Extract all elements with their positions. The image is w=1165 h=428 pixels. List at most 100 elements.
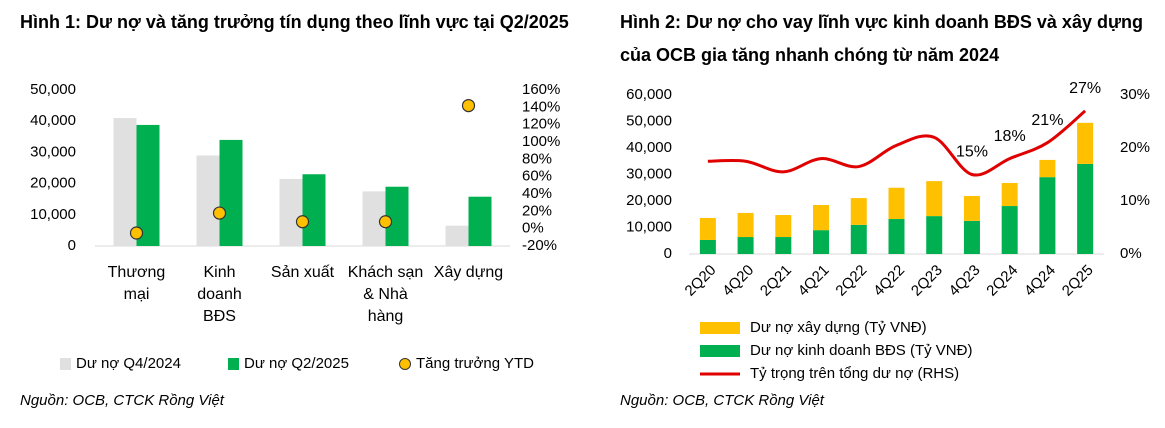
bar xyxy=(850,224,867,254)
bar xyxy=(468,196,492,246)
bar xyxy=(813,230,830,254)
legend-swatch xyxy=(700,322,740,334)
bar xyxy=(850,198,867,225)
y2-tick-label: 0% xyxy=(1120,245,1142,262)
x-tick-label: Kinh doanh BĐS xyxy=(197,264,242,325)
y2-tick-label: 60% xyxy=(522,168,552,185)
legend-label: Dư nợ Q2/2025 xyxy=(244,355,349,372)
data-label: 15% xyxy=(956,144,988,161)
bar xyxy=(888,219,905,254)
y2-tick-label: 20% xyxy=(1120,139,1150,156)
x-tick-label: 2Q22 xyxy=(832,262,870,300)
y2-tick-label: 100% xyxy=(522,133,560,150)
bar xyxy=(445,225,469,246)
x-tick-label: 4Q24 xyxy=(1021,262,1059,300)
y-tick-label: 0 xyxy=(664,245,672,262)
y2-tick-label: -20% xyxy=(522,237,557,254)
y2-tick-label: 0% xyxy=(522,220,544,237)
y-tick-label: 20,000 xyxy=(30,175,76,192)
bar xyxy=(737,237,754,254)
bar xyxy=(926,216,943,254)
x-tick-label: Khách sạn & Nhà hàng xyxy=(347,264,424,325)
bar xyxy=(888,187,905,220)
bar xyxy=(113,118,137,246)
legend-label: Dư nợ xây dựng (Tỷ VNĐ) xyxy=(750,319,927,336)
point xyxy=(129,226,144,240)
bar xyxy=(699,217,716,240)
legend-label: Dư nợ Q4/2024 xyxy=(76,355,181,372)
x-tick-label: 2Q23 xyxy=(908,262,946,300)
y2-tick-label: 10% xyxy=(1120,192,1150,209)
x-tick-label: 4Q22 xyxy=(870,262,908,300)
x-tick-label: 2Q25 xyxy=(1059,262,1097,300)
legend-swatch xyxy=(60,358,71,370)
x-tick-label: Thương mại xyxy=(107,264,166,303)
bar xyxy=(926,181,943,217)
bar xyxy=(302,174,326,246)
x-tick-label: 2Q20 xyxy=(682,262,720,300)
legend-label: Tăng trưởng YTD xyxy=(416,355,534,372)
point xyxy=(378,215,393,229)
y-tick-label: 50,000 xyxy=(30,81,76,98)
y-tick-label: 20,000 xyxy=(626,192,672,209)
bar xyxy=(813,204,830,231)
source: Nguồn: OCB, CTCK Rồng Việt xyxy=(20,392,225,409)
point xyxy=(295,215,310,229)
y-tick-label: 10,000 xyxy=(30,206,76,223)
bar xyxy=(1001,182,1018,207)
bar xyxy=(385,186,409,246)
x-tick-label: 2Q24 xyxy=(983,262,1021,300)
bar xyxy=(963,220,980,254)
y2-tick-label: 30% xyxy=(1120,86,1150,103)
data-label: 18% xyxy=(994,128,1026,145)
x-tick-label: 4Q21 xyxy=(795,262,833,300)
y-tick-label: 0 xyxy=(68,237,76,254)
legend-label: Dư nợ kinh doanh BĐS (Tỷ VNĐ) xyxy=(750,342,972,359)
bar xyxy=(699,239,716,254)
bar xyxy=(775,215,792,238)
source: Nguồn: OCB, CTCK Rồng Việt xyxy=(620,392,825,409)
bar xyxy=(1001,206,1018,254)
bar xyxy=(963,195,980,221)
bar xyxy=(279,178,303,246)
x-tick-label: 4Q23 xyxy=(946,262,984,300)
y2-tick-label: 160% xyxy=(522,81,560,98)
bar xyxy=(775,237,792,254)
x-tick-label: 2Q21 xyxy=(757,262,795,300)
legend-swatch xyxy=(399,358,411,370)
y-tick-label: 40,000 xyxy=(30,112,76,129)
bar xyxy=(219,139,243,246)
point xyxy=(461,98,476,113)
y2-tick-label: 140% xyxy=(522,98,560,115)
bar xyxy=(1077,122,1094,164)
y2-tick-label: 40% xyxy=(522,185,552,202)
bar xyxy=(1039,177,1056,254)
legend-swatch xyxy=(228,358,239,370)
point xyxy=(212,206,227,220)
y2-tick-label: 80% xyxy=(522,150,552,167)
bar xyxy=(136,124,160,246)
bar xyxy=(1039,159,1056,178)
bar xyxy=(737,212,754,238)
y2-tick-label: 20% xyxy=(522,202,552,219)
y-tick-label: 50,000 xyxy=(626,112,672,129)
chart-title: Hình 2: Dư nợ cho vay lĩnh vực kinh doan… xyxy=(620,12,1143,65)
bar xyxy=(362,191,386,246)
y-tick-label: 40,000 xyxy=(626,139,672,156)
legend-label: Tỷ trọng trên tổng dư nợ (RHS) xyxy=(750,365,959,382)
data-label: 21% xyxy=(1031,112,1063,129)
y-tick-label: 30,000 xyxy=(626,165,672,182)
y-tick-label: 60,000 xyxy=(626,86,672,103)
legend-swatch xyxy=(700,345,740,357)
y-tick-label: 30,000 xyxy=(30,143,76,160)
x-tick-label: Xây dựng xyxy=(433,264,504,281)
y2-tick-label: 120% xyxy=(522,116,560,133)
x-tick-label: Sản xuất xyxy=(270,264,335,281)
data-label: 27% xyxy=(1069,80,1101,97)
bar xyxy=(1077,163,1094,254)
y-tick-label: 10,000 xyxy=(626,218,672,235)
bar xyxy=(196,155,220,246)
line xyxy=(707,109,1087,177)
